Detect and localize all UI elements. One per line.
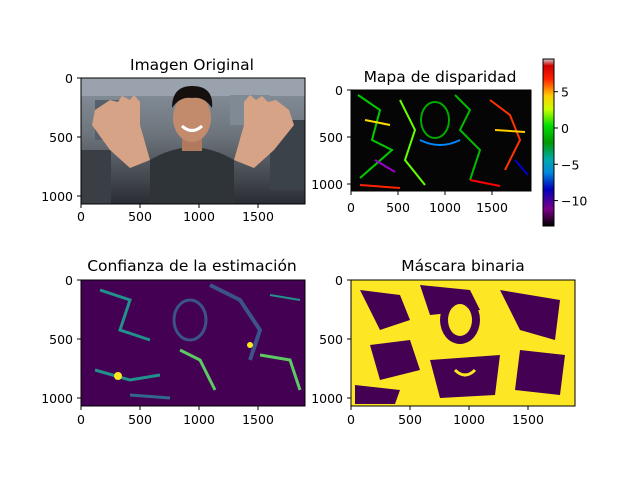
y-tick-label: 1000	[41, 189, 73, 204]
colorbar-tick-label: −5	[561, 157, 579, 172]
y-axis-original: 0 500 1000	[41, 71, 81, 204]
x-tick-label: 1500	[512, 412, 544, 427]
colorbar-ticks: 5 0 −5 −10	[554, 85, 587, 209]
y-tick-label: 0	[335, 83, 343, 98]
confidence-image	[81, 280, 305, 406]
x-tick-label: 0	[347, 412, 355, 427]
axes-frame-confidence	[80, 279, 306, 407]
y-tick-label: 500	[319, 130, 343, 145]
x-tick-label: 1000	[453, 412, 485, 427]
x-tick-label: 1000	[429, 200, 461, 215]
x-tick-label: 0	[347, 200, 355, 215]
panel-title-confidence: Confianza de la estimación	[87, 257, 297, 275]
x-axis-mask: 0 500 1000 1500	[347, 406, 544, 427]
y-tick-label: 1000	[41, 391, 73, 406]
y-axis-confidence: 0 500 1000	[41, 273, 81, 406]
x-axis-original: 0 500 1000 1500	[77, 204, 274, 224]
y-tick-label: 500	[49, 130, 73, 145]
panel-title-disparity: Mapa de disparidad	[364, 68, 517, 86]
x-tick-label: 1500	[242, 412, 274, 427]
y-tick-label: 0	[335, 273, 343, 288]
y-tick-label: 500	[319, 332, 343, 347]
y-tick-label: 1000	[311, 177, 343, 192]
panel-disparity: Mapa de disparidad 0 500 1000 1500	[311, 58, 587, 227]
x-axis-confidence: 0 500 1000 1500	[77, 406, 274, 427]
y-axis-mask: 0 500 1000	[311, 273, 351, 406]
x-axis-disparity: 0 500 1000 1500	[347, 191, 508, 215]
panel-confidence: Confianza de la estimación 0 500 1000 15…	[41, 257, 306, 427]
axes-frame-original	[80, 77, 306, 205]
colorbar-tick-label: 5	[561, 85, 569, 100]
disparity-image	[351, 90, 531, 191]
x-tick-label: 1000	[183, 412, 215, 427]
x-tick-label: 500	[128, 412, 152, 427]
y-tick-label: 500	[49, 332, 73, 347]
colorbar-gradient	[543, 59, 554, 226]
panel-title-original: Imagen Original	[130, 56, 254, 74]
panel-title-mask: Máscara binaria	[401, 257, 524, 275]
colorbar-tick-label: 0	[561, 121, 569, 136]
x-tick-label: 1500	[242, 209, 274, 224]
y-tick-label: 0	[65, 273, 73, 288]
mask-image	[351, 280, 575, 406]
x-tick-label: 500	[128, 209, 152, 224]
x-tick-label: 500	[386, 200, 410, 215]
colorbar-tick-label: −10	[561, 194, 587, 209]
panel-mask: Máscara binaria 0 500 1000 1500	[311, 257, 576, 427]
panel-original: Imagen Original	[41, 56, 306, 224]
axes-frame-mask	[350, 279, 576, 407]
x-tick-label: 500	[398, 412, 422, 427]
x-tick-label: 1500	[476, 200, 508, 215]
y-tick-label: 1000	[311, 391, 343, 406]
colorbar-disparity: 5 0 −5 −10	[542, 58, 587, 227]
y-tick-label: 0	[65, 71, 73, 86]
x-tick-label: 1000	[183, 209, 215, 224]
original-image	[81, 78, 305, 204]
axes-frame-disparity	[350, 89, 532, 192]
y-axis-disparity: 0 500 1000	[311, 83, 351, 192]
x-tick-label: 0	[77, 209, 85, 224]
x-tick-label: 0	[77, 412, 85, 427]
